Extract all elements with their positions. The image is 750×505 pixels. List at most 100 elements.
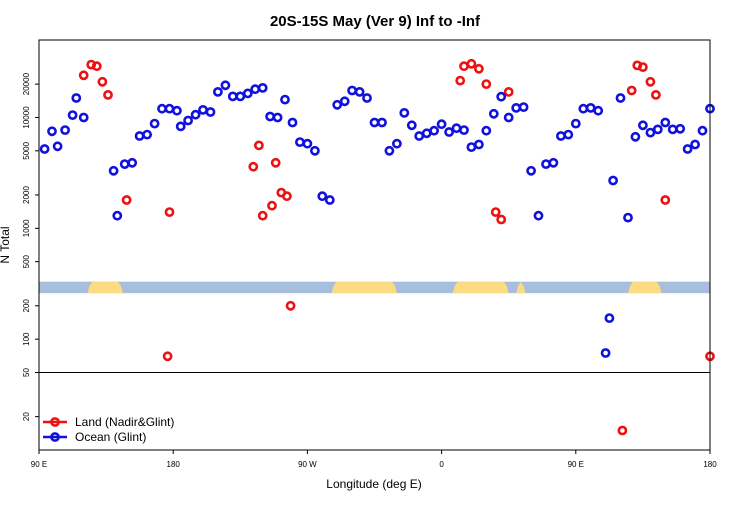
ocean-point	[406, 120, 417, 131]
ocean-point	[511, 103, 522, 113]
land-point	[281, 191, 292, 202]
ocean-point	[682, 144, 693, 154]
land-ocean-strip	[39, 281, 710, 294]
ocean-point	[503, 112, 514, 123]
land-segment	[516, 281, 526, 294]
ocean-point	[623, 212, 633, 223]
ocean-point	[250, 84, 261, 95]
ocean-point	[638, 120, 648, 131]
ocean-point	[444, 127, 454, 137]
ocean-point	[488, 108, 499, 119]
ocean-point	[235, 91, 246, 102]
y-tick-label: 5000	[22, 141, 31, 159]
y-tick-label: 10000	[22, 106, 31, 129]
land-point	[78, 70, 89, 81]
y-tick-label: 1000	[22, 219, 31, 237]
land-point	[285, 300, 296, 311]
land-point	[97, 76, 108, 87]
ocean-point	[630, 131, 641, 142]
ocean-point	[78, 112, 89, 123]
land-segment	[87, 281, 123, 294]
ocean-point	[39, 144, 50, 154]
ocean-point	[570, 118, 581, 129]
x-tick-label: 0	[439, 460, 444, 469]
ocean-point	[157, 103, 167, 114]
land-point	[248, 161, 259, 172]
ocean-point	[556, 131, 566, 141]
ocean-point	[112, 210, 123, 221]
ocean-point	[227, 91, 238, 102]
land-point	[466, 58, 477, 69]
data-points	[39, 58, 715, 436]
ocean-series	[39, 80, 715, 358]
ocean-point	[466, 142, 477, 152]
ocean-point	[71, 93, 82, 103]
land-point	[496, 214, 507, 225]
ocean-point	[67, 110, 78, 120]
land-point	[645, 76, 656, 87]
ocean-point	[127, 157, 138, 168]
ocean-point	[548, 157, 559, 168]
y-tick-label: 50	[22, 368, 31, 377]
ocean-point	[52, 141, 63, 152]
ocean-point	[287, 117, 298, 128]
ocean-point	[205, 107, 216, 117]
ocean-point	[604, 313, 615, 323]
land-point	[121, 195, 132, 205]
land-point	[267, 200, 277, 211]
ocean-point	[690, 139, 700, 150]
ocean-point	[652, 124, 663, 135]
y-tick-label: 2000	[22, 186, 31, 204]
x-tick-label: 90 E	[568, 460, 584, 469]
ocean-point	[526, 165, 536, 176]
land-segment	[627, 281, 662, 294]
ocean-point	[183, 115, 193, 126]
x-axis-label: Longitude (deg E)	[326, 477, 421, 491]
plot-frame	[38, 39, 711, 451]
chart-title: 20S-15S May (Ver 9) Inf to -Inf	[270, 13, 481, 30]
land-point	[503, 87, 514, 97]
ocean-point	[697, 125, 708, 136]
ocean-point	[317, 191, 328, 202]
x-tick-label: 90 W	[298, 460, 317, 469]
ocean-point	[667, 124, 678, 135]
ocean-point	[675, 123, 686, 134]
y-tick-label: 100	[22, 332, 31, 346]
ocean-point	[436, 119, 447, 130]
land-point	[638, 62, 648, 72]
y-tick-label: 20000	[22, 72, 31, 95]
ocean-point	[563, 129, 574, 140]
y-tick-label: 200	[22, 299, 31, 313]
legend-marker	[50, 432, 60, 442]
ocean-point	[212, 87, 223, 97]
land-point	[253, 140, 264, 151]
ocean-point	[518, 102, 529, 112]
ocean-point	[175, 121, 186, 132]
ocean-point	[645, 127, 656, 138]
ocean-point	[354, 87, 365, 97]
ocean-point	[119, 159, 130, 169]
ocean-point	[369, 117, 380, 128]
land-point	[103, 90, 113, 100]
ocean-point	[302, 138, 313, 149]
ocean-point	[377, 117, 387, 128]
ocean-point	[265, 111, 275, 122]
ocean-point	[496, 91, 507, 102]
land-point	[455, 75, 466, 86]
ocean-point	[429, 125, 439, 136]
ocean-point	[294, 137, 305, 147]
ocean-point	[481, 125, 492, 136]
legend-marker	[50, 417, 60, 427]
land-point	[164, 207, 175, 217]
ocean-point	[142, 129, 152, 140]
land-point	[162, 351, 173, 362]
ocean-point	[585, 103, 596, 113]
ocean-point	[660, 117, 671, 128]
ocean-point	[324, 195, 335, 205]
ocean-point	[332, 99, 343, 110]
x-tick-label: 180	[167, 460, 181, 469]
ocean-point	[60, 125, 70, 136]
legend-label: Ocean (Glint)	[75, 430, 146, 444]
ocean-point	[473, 139, 484, 150]
